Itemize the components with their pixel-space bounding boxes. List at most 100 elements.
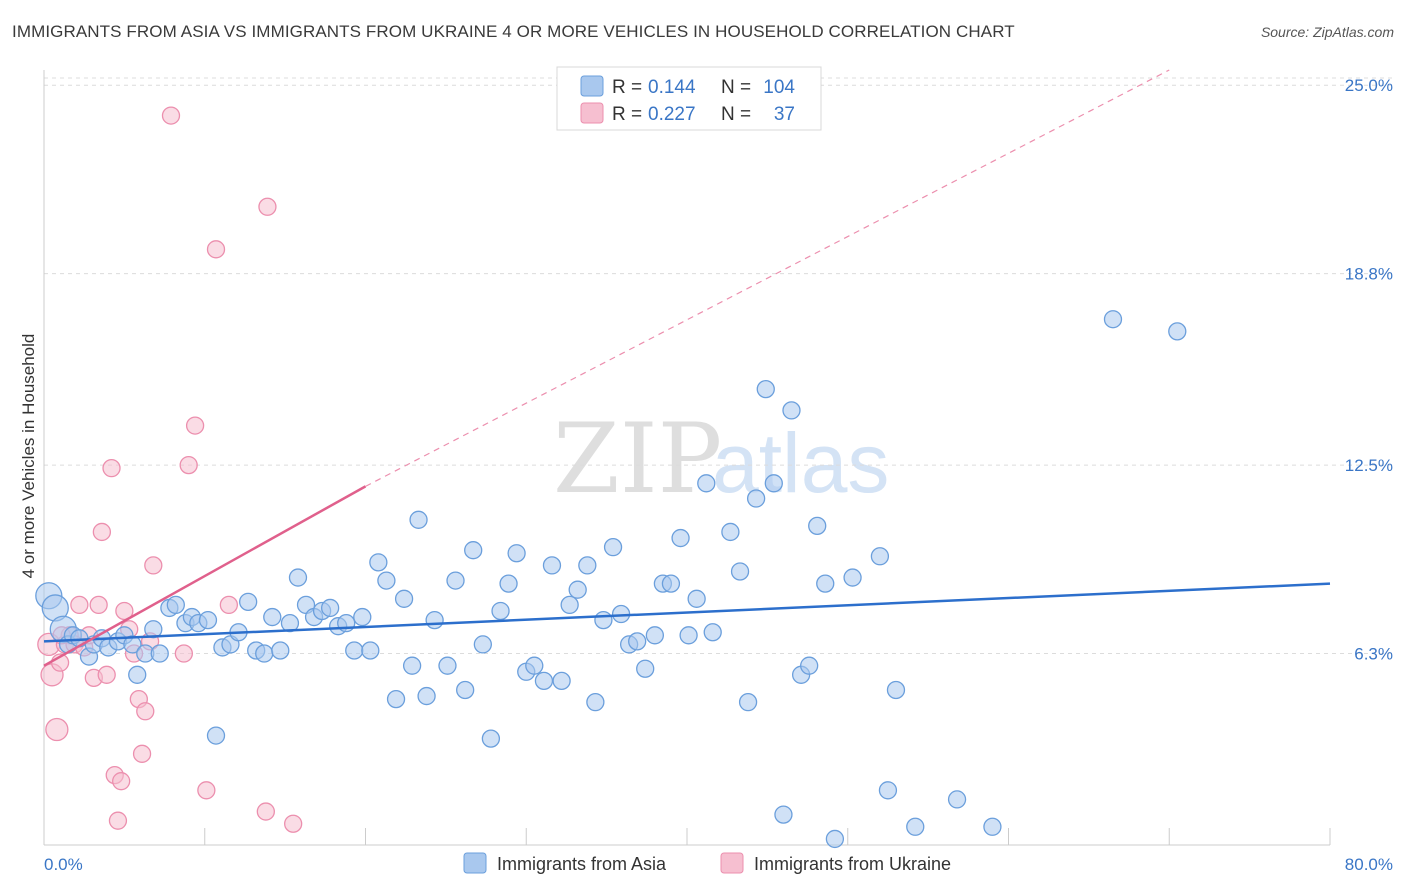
ukraine-point <box>102 458 121 478</box>
bottom-legend-swatch-asia <box>463 852 487 874</box>
legend-swatch-ukraine <box>580 102 604 124</box>
source-label: Source: ZipAtlas.com <box>1260 24 1394 40</box>
asia-point <box>198 610 218 630</box>
asia-point <box>123 635 142 654</box>
ukraine-point <box>92 522 112 542</box>
asia-point <box>568 580 587 599</box>
asia-point <box>661 574 681 593</box>
asia-point <box>150 644 169 663</box>
ukraine-point <box>70 595 89 615</box>
asia-point <box>808 516 827 536</box>
asia-point <box>481 729 501 748</box>
watermark: ZIP atlas <box>553 403 889 515</box>
asia-point <box>402 656 422 675</box>
ukraine-point <box>132 744 152 763</box>
asia-point <box>345 641 364 660</box>
asia-point <box>628 632 647 651</box>
asia-point <box>128 665 147 684</box>
asia-point <box>456 680 475 700</box>
asia-point <box>636 659 655 678</box>
legend-ukraine-r-label: R = <box>612 104 642 125</box>
ukraine-point <box>112 772 131 791</box>
asia-point <box>746 489 766 508</box>
x-tick-label-max: 80.0% <box>1345 855 1393 874</box>
y-axis-tick-labels: 6.3% 12.5% 18.8% 25.0% <box>1345 76 1393 663</box>
ukraine-point <box>45 717 69 742</box>
asia-point <box>386 689 406 709</box>
asia-point <box>947 790 967 809</box>
ukraine-point <box>206 240 226 259</box>
asia-point <box>1103 310 1123 329</box>
asia-point <box>534 671 554 691</box>
asia-point <box>1168 322 1187 341</box>
watermark-zip: ZIP <box>553 403 722 515</box>
legend-asia-n-label: N = <box>721 77 751 98</box>
ukraine-trend-line <box>43 485 367 667</box>
ukraine-point <box>185 416 205 435</box>
asia-point <box>271 641 290 660</box>
asia-point <box>738 693 758 712</box>
asia-point <box>800 656 819 675</box>
ukraine-points <box>37 106 303 833</box>
asia-point <box>730 562 750 581</box>
asia-point <box>671 528 690 548</box>
asia-point <box>703 623 722 642</box>
legend-asia-n-value: 104 <box>763 77 795 98</box>
ukraine-point <box>258 197 277 216</box>
asia-point <box>560 595 579 615</box>
asia-point <box>594 610 613 630</box>
asia-point <box>603 538 623 557</box>
ukraine-point <box>108 811 128 830</box>
legend-ukraine-n-label: N = <box>721 104 751 125</box>
asia-point <box>983 817 1002 836</box>
asia-point <box>697 474 716 493</box>
ukraine-point <box>161 106 181 125</box>
asia-point <box>263 607 282 627</box>
asia-point <box>552 671 571 691</box>
ukraine-trend-extension <box>365 69 1170 487</box>
asia-point <box>878 781 898 800</box>
x-tick-label-min: 0.0% <box>44 855 83 874</box>
y-tick-label: 12.5% <box>1345 456 1393 475</box>
asia-point <box>507 544 526 563</box>
asia-point <box>206 726 226 745</box>
asia-point <box>764 474 783 493</box>
asia-point <box>774 805 793 824</box>
asia-point <box>353 607 372 627</box>
watermark-atlas: atlas <box>712 416 889 510</box>
legend-swatch-asia <box>580 75 604 97</box>
y-axis-label: 4 or more Vehicles in Household <box>19 334 38 579</box>
asia-point <box>409 510 428 529</box>
asia-point <box>144 620 163 639</box>
ukraine-point <box>174 644 194 663</box>
asia-point <box>438 656 457 675</box>
asia-point <box>288 568 308 587</box>
asia-point <box>473 635 492 654</box>
trend-lines <box>43 69 1331 667</box>
legend-asia-r-value: 0.144 <box>648 77 696 98</box>
asia-point <box>417 686 436 706</box>
bottom-legend-asia: Immigrants from Asia <box>497 854 667 874</box>
ukraine-point <box>256 802 275 821</box>
asia-point <box>756 379 775 399</box>
ukraine-point <box>144 556 163 575</box>
y-tick-label: 18.8% <box>1345 265 1393 284</box>
legend-ukraine-n-value: 37 <box>774 104 795 125</box>
legend-ukraine-r-value: 0.227 <box>648 104 696 125</box>
y-tick-label: 25.0% <box>1345 76 1393 95</box>
ukraine-point <box>284 814 303 833</box>
asia-point <box>525 656 544 675</box>
asia-points <box>35 310 1187 849</box>
asia-point <box>320 598 340 618</box>
asia-point <box>816 574 835 593</box>
asia-point <box>377 571 396 590</box>
asia-point <box>586 693 605 712</box>
asia-trend-line <box>43 582 1331 643</box>
asia-point <box>645 626 664 645</box>
asia-point <box>361 641 380 660</box>
correlation-legend: R = 0.144 N = 104 R = 0.227 N = 37 <box>556 66 822 131</box>
asia-point <box>464 541 483 560</box>
bottom-legend-ukraine: Immigrants from Ukraine <box>754 854 951 874</box>
asia-point <box>843 568 862 587</box>
